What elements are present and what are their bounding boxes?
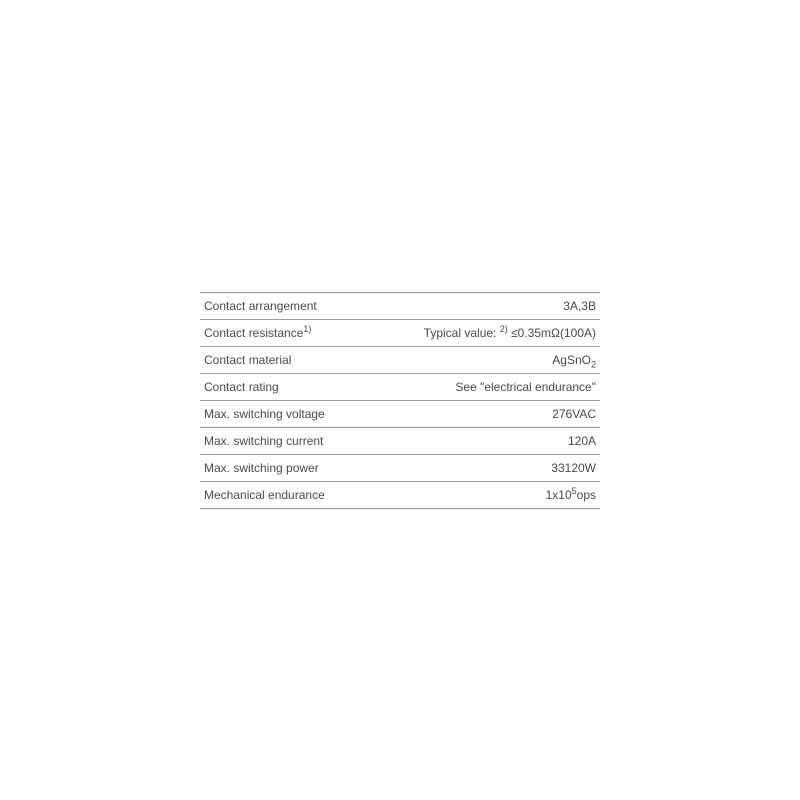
- table-row: Max. switching current 120A: [200, 427, 600, 454]
- table-row: Max. switching power 33120W: [200, 454, 600, 481]
- row-value-sup: 2): [500, 324, 508, 334]
- row-value-main: AgSnO: [552, 353, 591, 367]
- row-label: Contact resistance1): [200, 319, 400, 346]
- row-value-sub: 2: [591, 359, 596, 369]
- table-row: Contact material AgSnO2: [200, 346, 600, 373]
- row-value-main: 3A,3B: [563, 299, 596, 313]
- row-label: Max. switching voltage: [200, 400, 400, 427]
- table-row: Contact resistance1)Typical value: 2) ≤0…: [200, 319, 600, 346]
- row-value: Typical value: 2) ≤0.35mΩ(100A): [400, 319, 600, 346]
- table-row: Mechanical endurance 1x105ops: [200, 481, 600, 508]
- row-value-main: 1x10: [546, 488, 572, 502]
- row-label-text: Contact resistance: [204, 326, 303, 340]
- row-label-text: Max. switching current: [204, 434, 323, 448]
- spec-table: Contact arrangement 3A,3B Contact resistan…: [200, 292, 600, 509]
- row-label-sup: 1): [303, 324, 311, 334]
- row-value-main: See "electrical endurance": [455, 380, 596, 394]
- row-value: 1x105ops: [400, 481, 600, 508]
- row-value-main: 120A: [568, 434, 596, 448]
- row-value-suffix: ops: [577, 488, 596, 502]
- row-label-text: Contact rating: [204, 380, 279, 394]
- table-row: Max. switching voltage 276VAC: [200, 400, 600, 427]
- row-value-prefix: Typical value:: [424, 326, 500, 340]
- row-label-text: Contact arrangement: [204, 299, 317, 313]
- row-value-main: ≤0.35mΩ(100A): [508, 326, 596, 340]
- row-label: Mechanical endurance: [200, 481, 400, 508]
- row-label: Max. switching current: [200, 427, 400, 454]
- row-value: 33120W: [400, 454, 600, 481]
- spec-table-body: Contact arrangement 3A,3B Contact resistan…: [200, 292, 600, 508]
- row-label: Contact arrangement: [200, 292, 400, 319]
- row-value: 3A,3B: [400, 292, 600, 319]
- row-label: Max. switching power: [200, 454, 400, 481]
- row-label-text: Mechanical endurance: [204, 488, 325, 502]
- table-row: Contact arrangement 3A,3B: [200, 292, 600, 319]
- row-value-main: 33120W: [551, 461, 596, 475]
- row-value: AgSnO2: [400, 346, 600, 373]
- row-value: 120A: [400, 427, 600, 454]
- row-value-main: 276VAC: [552, 407, 596, 421]
- row-label-text: Max. switching voltage: [204, 407, 325, 421]
- table-row: Contact rating See "electrical endurance": [200, 373, 600, 400]
- row-value: See "electrical endurance": [400, 373, 600, 400]
- row-label-text: Contact material: [204, 353, 291, 367]
- row-label: Contact material: [200, 346, 400, 373]
- row-label: Contact rating: [200, 373, 400, 400]
- row-value: 276VAC: [400, 400, 600, 427]
- row-label-text: Max. switching power: [204, 461, 319, 475]
